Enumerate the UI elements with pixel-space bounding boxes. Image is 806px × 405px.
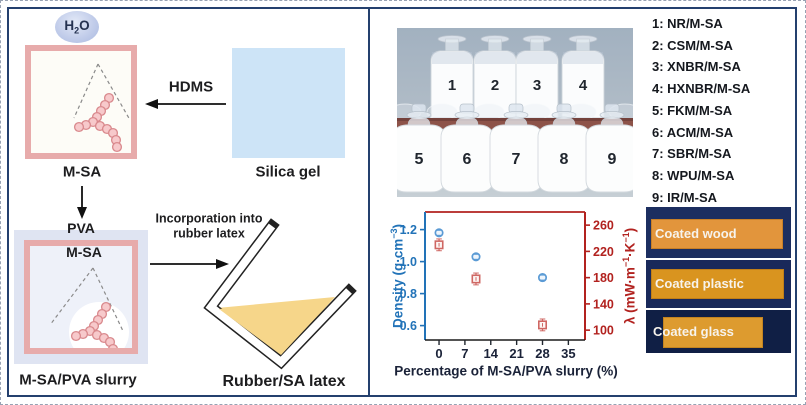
left-axis-title: Density (g·cm−3) [388, 223, 406, 329]
coated-plastic-sample [651, 269, 784, 299]
coated-wood-label: Coated wood [655, 226, 737, 241]
coated-glass-label: Coated glass [653, 324, 734, 339]
right-axis-title: λ (mW·m−1·K−1) [620, 227, 638, 325]
list-item: 4: HXNBR/M-SA [652, 81, 751, 97]
latex-caption: Rubber/SA latex [222, 373, 346, 390]
list-item: 9: IR/M-SA [652, 189, 717, 205]
coated-glass-sample [663, 317, 763, 348]
panel-divider [368, 7, 370, 397]
h2o-bubble: H2O [55, 11, 99, 43]
coated-wood-photo: Coated wood [646, 207, 791, 258]
incorporation-line2: rubber latex [173, 226, 245, 240]
list-item: 5: FKM/M-SA [652, 102, 733, 118]
hdms-label: HDMS [168, 78, 214, 96]
list-item: 1: NR/M-SA [652, 16, 723, 31]
slurry-msa-label: M-SA [66, 244, 102, 260]
slurry-caption: M-SA/PVA slurry [19, 371, 137, 389]
h2o-label: H2O [64, 18, 90, 36]
list-item: 3: XNBR/M-SA [652, 59, 741, 75]
coated-plastic-photo: Coated plastic [646, 260, 791, 308]
list-item: 6: ACM/M-SA [652, 124, 734, 140]
coated-glass-photo: Coated glass [646, 310, 791, 353]
pva-label: PVA [67, 220, 95, 236]
x-axis-title: Percentage of M-SA/PVA slurry (%) [394, 363, 618, 379]
list-item: 2: CSM/M-SA [652, 37, 733, 53]
sample-list: 1: NR/M-SA 2: CSM/M-SA 3: XNBR/M-SA 4: H… [652, 13, 750, 208]
msa-reaction-box [25, 45, 137, 159]
silica-gel-label: Silica gel [255, 163, 321, 181]
silica-gel-swatch [232, 48, 345, 158]
list-item: 7: SBR/M-SA [652, 146, 732, 162]
coated-wood-sample [651, 219, 783, 249]
incorporation-label: Incorporation into rubber latex [156, 212, 263, 241]
figure-frame [7, 7, 797, 397]
msa-label: M-SA [62, 163, 102, 181]
incorporation-line1: Incorporation into [155, 211, 263, 226]
list-item: 8: WPU/M-SA [652, 167, 735, 183]
coated-plastic-label: Coated plastic [655, 276, 744, 291]
